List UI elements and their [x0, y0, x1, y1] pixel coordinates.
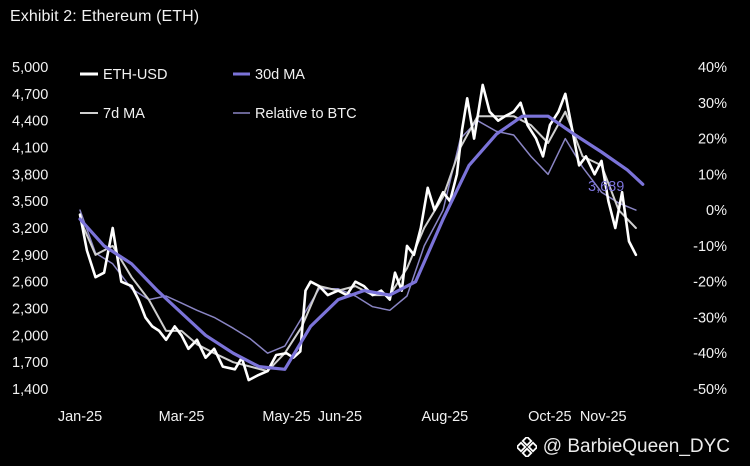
- series-line-relative-to-btc: [79, 119, 637, 354]
- y-left-tick-label: 3,500: [12, 194, 48, 210]
- y-right-tick-label: 20%: [698, 132, 727, 148]
- y-right-tick-label: -10%: [693, 239, 727, 255]
- chart-title: Exhibit 2: Ethereum (ETH): [10, 8, 200, 25]
- y-axis-left: 1,400 1,700 2,000 2,300 2,600 2,900 3,200 3,500…: [12, 60, 48, 398]
- y-right-tick-label: -40%: [693, 346, 727, 362]
- x-tick-label: May-25: [262, 409, 310, 425]
- series-line-eth-usd: [78, 83, 638, 382]
- y-right-tick-label: 10%: [698, 167, 727, 183]
- y-left-tick-label: 4,100: [12, 141, 48, 157]
- y-left-tick-label: 3,800: [12, 167, 48, 183]
- series-line-7d-ma: [79, 110, 637, 373]
- x-tick-label: Mar-25: [159, 409, 205, 425]
- legend: ETH-USD 30d MA 7d MA Relative to BTC: [80, 67, 357, 122]
- y-right-tick-label: -20%: [693, 275, 727, 291]
- x-tick-label: Aug-25: [421, 409, 468, 425]
- y-left-tick-label: 1,700: [12, 355, 48, 371]
- binance-diamond-icon: [515, 435, 539, 459]
- y-left-tick-label: 1,400: [12, 382, 48, 398]
- y-right-tick-label: 0%: [706, 203, 727, 219]
- y-left-tick-label: 3,200: [12, 221, 48, 237]
- y-left-tick-label: 2,600: [12, 275, 48, 291]
- x-tick-label: Nov-25: [580, 409, 627, 425]
- y-right-tick-label: 30%: [698, 96, 727, 112]
- y-axis-right: 40% 30% 20% 10% 0% -10% -20% -30% -40% -50%: [693, 60, 727, 398]
- x-tick-label: Oct-25: [528, 409, 572, 425]
- y-left-tick-label: 2,300: [12, 302, 48, 318]
- y-left-tick-label: 4,400: [12, 114, 48, 130]
- x-axis: Jan-25 Mar-25 May-25 Jun-25 Aug-25 Oct-25 Nov-…: [58, 409, 627, 425]
- y-left-tick-label: 2,000: [12, 328, 48, 344]
- watermark: @ BarbieQueen_DYC: [515, 435, 730, 459]
- y-right-tick-label: -50%: [693, 382, 727, 398]
- x-tick-label: Jun-25: [318, 409, 362, 425]
- y-right-tick-label: 40%: [698, 60, 727, 76]
- legend-label-relative-to-btc: Relative to BTC: [255, 106, 357, 122]
- legend-label-30d-ma: 30d MA: [255, 67, 305, 83]
- series-line-30d-ma: [78, 114, 645, 371]
- legend-label-7d-ma: 7d MA: [103, 106, 145, 122]
- watermark-text: @ BarbieQueen_DYC: [542, 436, 730, 457]
- end-value-label: 3,689: [588, 179, 624, 195]
- x-tick-label: Jan-25: [58, 409, 102, 425]
- y-left-tick-label: 5,000: [12, 60, 48, 76]
- y-left-tick-label: 2,900: [12, 248, 48, 264]
- y-left-tick-label: 4,700: [12, 87, 48, 103]
- y-right-tick-label: -30%: [693, 310, 727, 326]
- series-layer: [78, 83, 645, 382]
- legend-label-eth-usd: ETH-USD: [103, 67, 167, 83]
